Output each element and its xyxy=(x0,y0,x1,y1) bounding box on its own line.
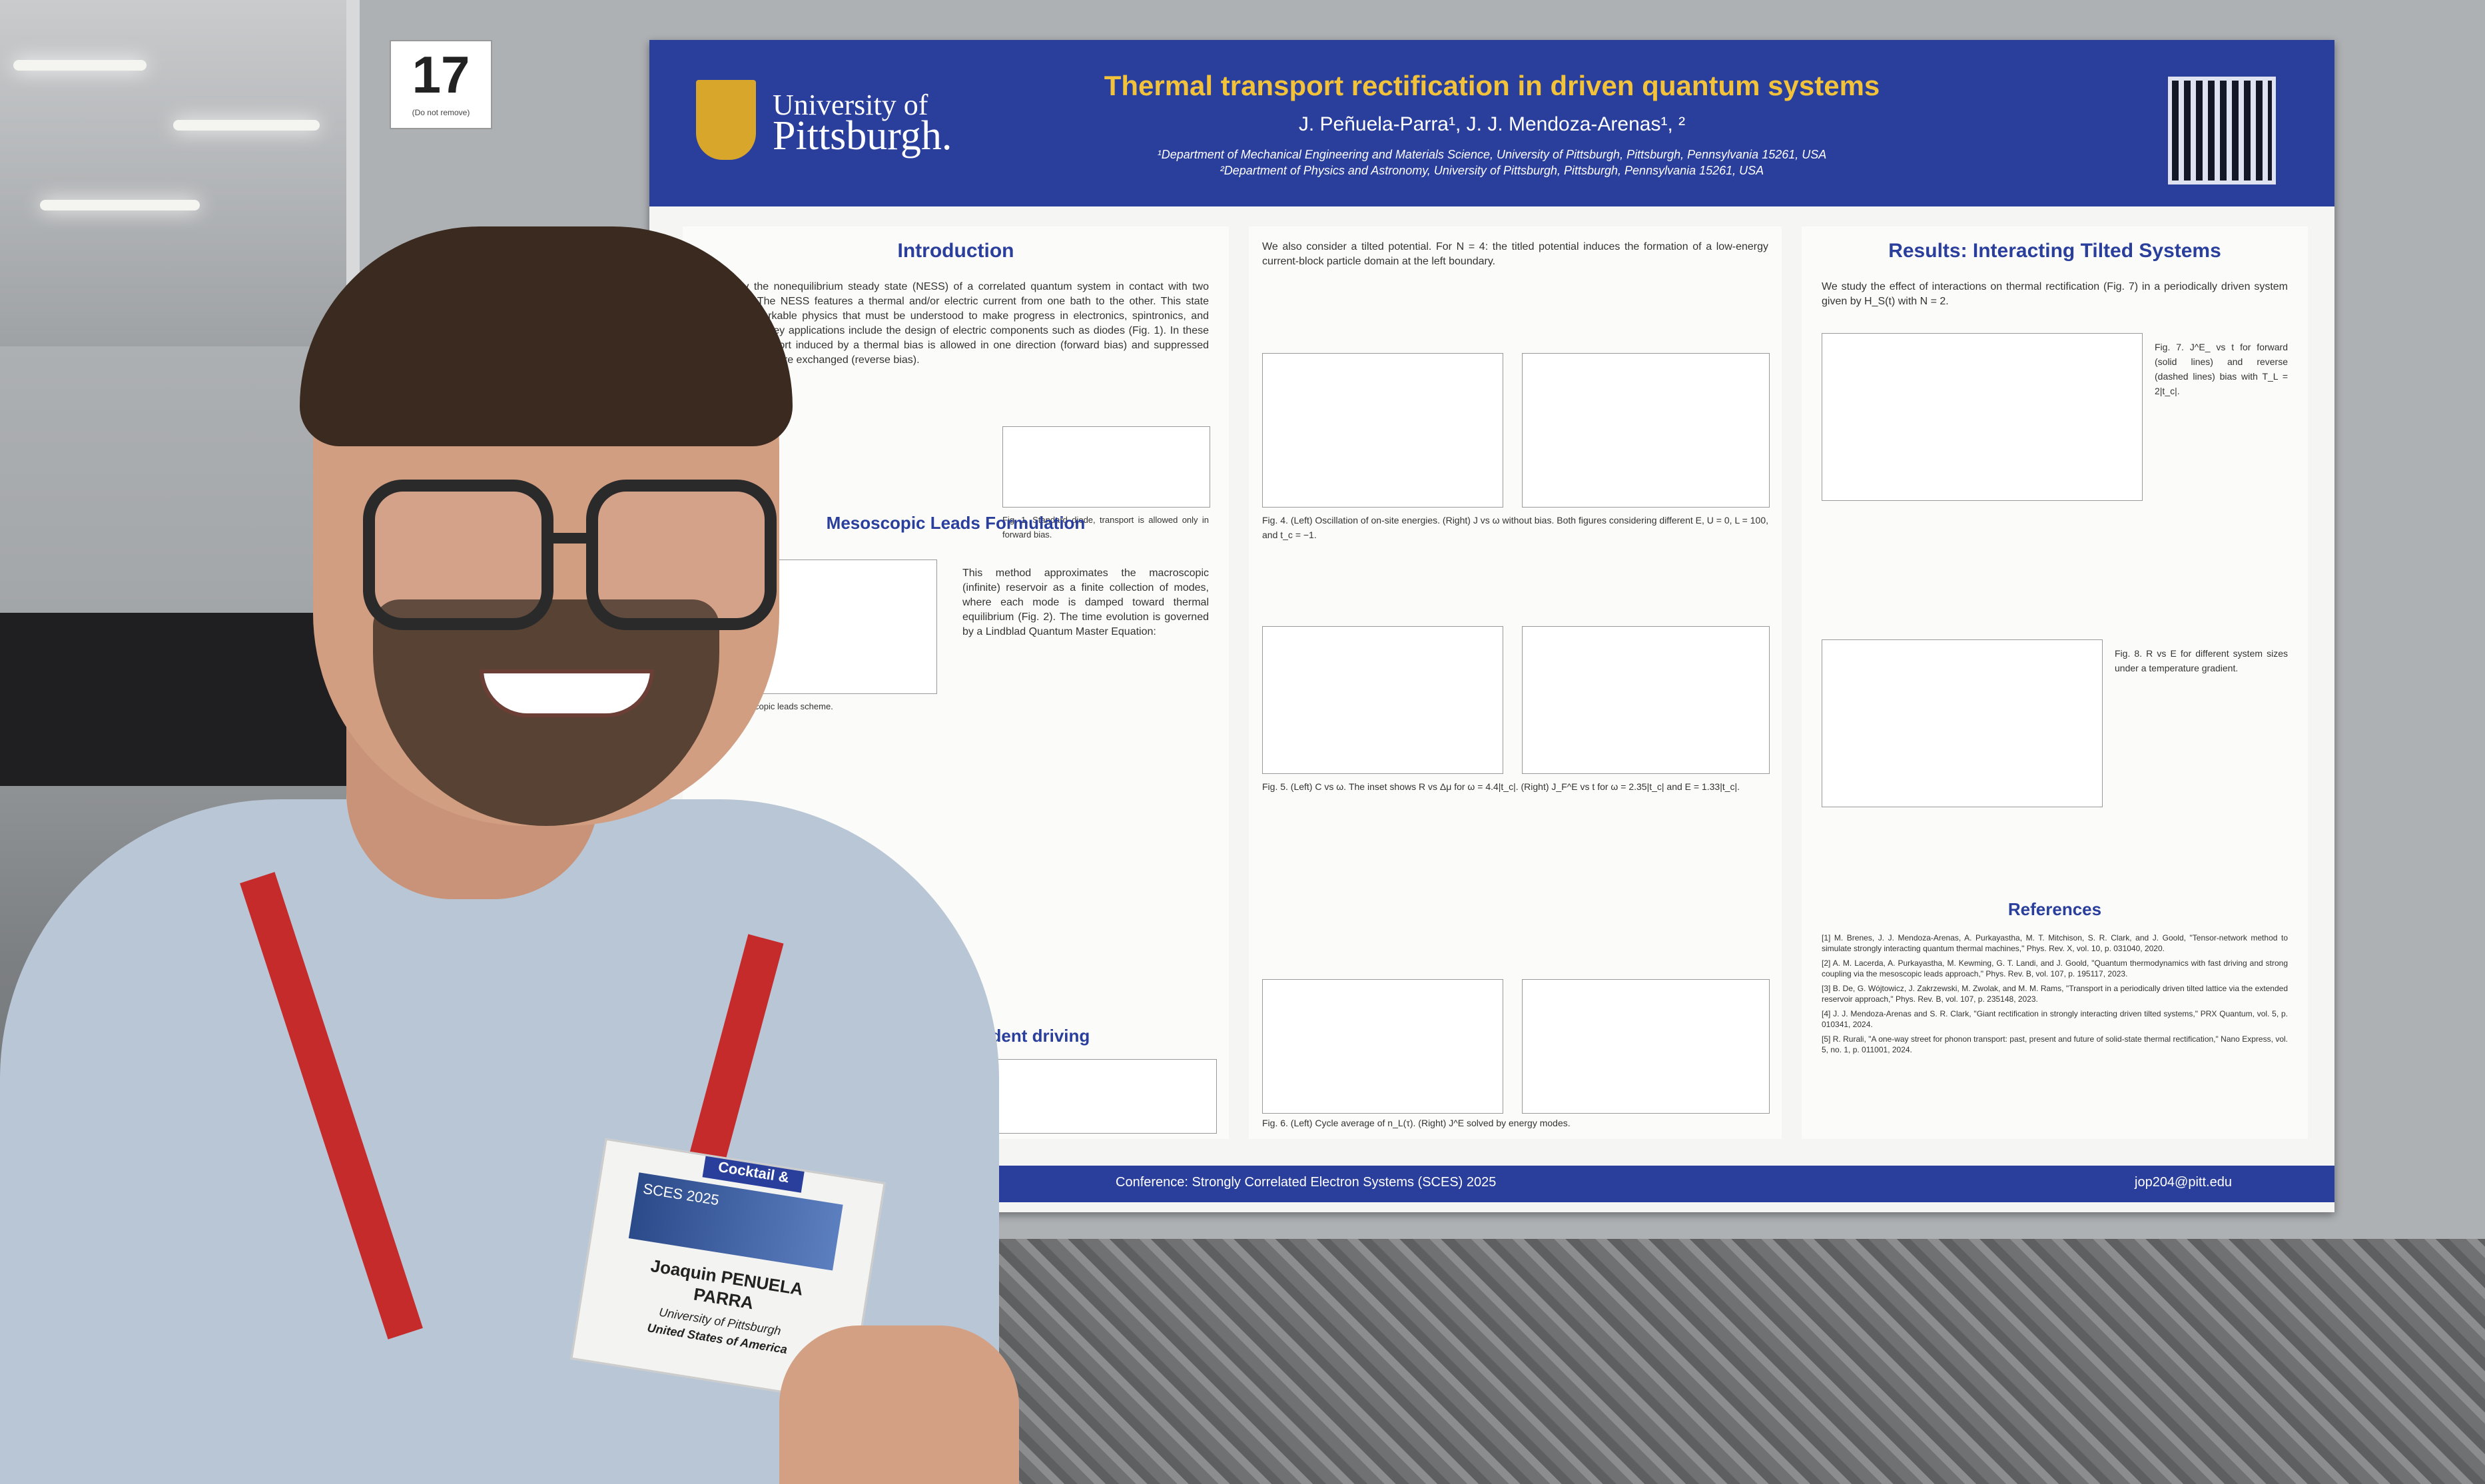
qr-code-icon xyxy=(2168,77,2276,185)
fig6-right-plot xyxy=(1522,979,1770,1114)
fig7-caption: Fig. 7. J^E_ vs t for forward (solid lin… xyxy=(2155,342,2288,396)
glasses-left-lens xyxy=(363,480,553,630)
fig1-caption: Fig. 1. Standard diode, transport is all… xyxy=(1002,515,1209,540)
person-hand xyxy=(779,1325,1019,1484)
ceiling xyxy=(0,0,400,346)
ceiling-light xyxy=(40,200,200,210)
fig8-plot xyxy=(1822,639,2103,807)
fig5-caption: Fig. 5. (Left) C vs ω. The inset shows R… xyxy=(1262,781,1740,792)
fig6-caption: Fig. 6. (Left) Cycle average of n_L(τ). … xyxy=(1262,1118,1571,1128)
poster-authors: J. Peñuela-Parra¹, J. J. Mendoza-Arenas¹… xyxy=(1298,113,1686,135)
interacting-text: We study the effect of interactions on t… xyxy=(1822,281,2288,307)
reference-list: [1] M. Brenes, J. J. Mendoza-Arenas, A. … xyxy=(1822,932,2288,1059)
fig7-plot xyxy=(1822,333,2143,501)
reference-item: [1] M. Brenes, J. J. Mendoza-Arenas, A. … xyxy=(1822,933,2288,953)
section-interacting: Results: Interacting Tilted Systems xyxy=(1888,240,2221,262)
glasses-right-lens xyxy=(586,480,777,630)
footer-email: jop204@pitt.edu xyxy=(2135,1175,2232,1190)
university-logo-text: University of Pittsburgh. xyxy=(773,89,952,159)
badge-banner-image: SCES 2025 xyxy=(628,1172,843,1271)
reference-item: [5] R. Rurali, "A one-way street for pho… xyxy=(1822,1034,2288,1054)
intro-text: We study the nonequilibrium steady state… xyxy=(703,281,1209,366)
glasses-bridge xyxy=(546,533,593,544)
footer-conference: Conference: Strongly Correlated Electron… xyxy=(1116,1175,1497,1190)
poster-column-2: We also consider a tilted potential. For… xyxy=(1249,226,1782,1139)
section-introduction: Introduction xyxy=(897,240,1014,262)
fig1-diode xyxy=(1002,426,1210,508)
reference-item: [3] B. De, G. Wójtowicz, J. Zakrzewski, … xyxy=(1822,984,2288,1004)
reference-item: [4] J. J. Mendoza-Arenas and S. R. Clark… xyxy=(1822,1009,2288,1029)
fig4-left-plot xyxy=(1262,353,1503,508)
ceiling-light xyxy=(13,60,147,71)
ceiling-light xyxy=(173,120,320,131)
board-number-note: (Do not remove) xyxy=(412,108,470,117)
university-line1: University of xyxy=(773,89,928,121)
fig6-left-plot xyxy=(1262,979,1503,1114)
university-line2: Pittsburgh. xyxy=(773,113,952,159)
section-references: References xyxy=(2007,899,2102,919)
leads-text: This method approximates the macroscopic… xyxy=(962,567,1209,637)
fig4-caption: Fig. 4. (Left) Oscillation of on-site en… xyxy=(1262,515,1768,540)
affiliation-1: ¹Department of Mechanical Engineering an… xyxy=(1157,148,1827,161)
poster-title: Thermal transport rectification in drive… xyxy=(1104,70,1880,101)
tilt-text: We also consider a tilted potential. For… xyxy=(1262,241,1768,267)
fig3-light xyxy=(996,1059,1217,1134)
fig8-caption: Fig. 8. R vs E for different system size… xyxy=(2115,648,2288,673)
pitt-shield-icon xyxy=(696,80,756,160)
fig5-right-plot xyxy=(1522,626,1770,774)
fig5-left-plot xyxy=(1262,626,1503,774)
person-smile xyxy=(480,669,654,717)
poster-column-3: Results: Interacting Tilted Systems We s… xyxy=(1802,226,2308,1139)
poster-banner: University of Pittsburgh. Thermal transp… xyxy=(649,40,2334,206)
stage xyxy=(0,613,346,786)
affiliation-2: ²Department of Physics and Astronomy, Un… xyxy=(1220,164,1764,177)
section-leads: Mesoscopic Leads Formulation xyxy=(826,513,1086,533)
board-number: 17 xyxy=(412,45,470,104)
reference-item: [2] A. M. Lacerda, A. Purkayastha, M. Ke… xyxy=(1822,958,2288,978)
person-hair xyxy=(300,226,793,446)
poster-affiliations: ¹Department of Mechanical Engineering an… xyxy=(649,147,2334,179)
board-number-card: 17 (Do not remove) xyxy=(390,40,492,129)
fig4-right-plot xyxy=(1522,353,1770,508)
